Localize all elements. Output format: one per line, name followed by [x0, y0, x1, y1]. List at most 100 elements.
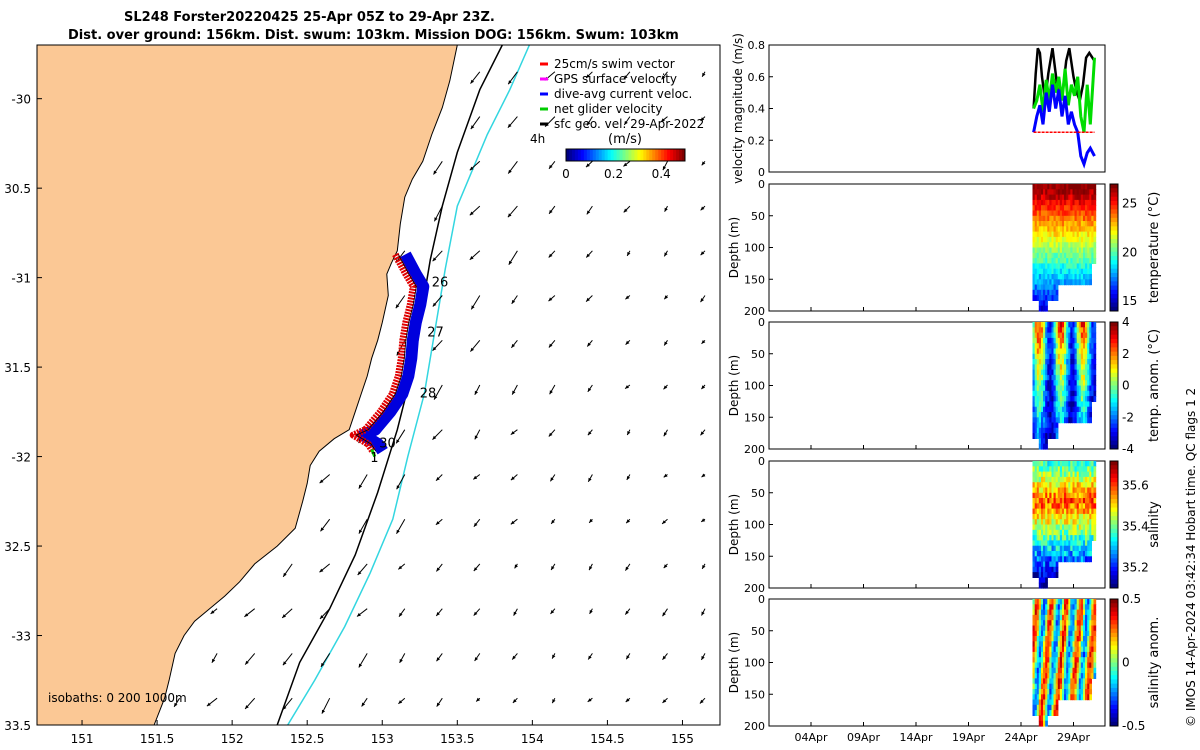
profile-cell: [1032, 374, 1036, 381]
profile-cell: [1043, 556, 1046, 563]
profile-cell: [1053, 199, 1057, 206]
profile-cell: [1093, 461, 1097, 467]
profile-cell: [1036, 417, 1040, 424]
profile-cell: [1034, 636, 1038, 642]
profile-cell: [1083, 646, 1086, 653]
profile-cell: [1078, 390, 1082, 397]
profile-cell: [1045, 566, 1048, 573]
profile-cell: [1083, 380, 1086, 387]
profile-cell: [1085, 252, 1088, 259]
profile-cell: [1080, 258, 1084, 264]
profile-cell: [1051, 353, 1055, 360]
profile-cell: [1053, 184, 1057, 190]
profile-cell: [1047, 689, 1050, 695]
profile-cell: [1053, 641, 1057, 648]
profile-cell: [1047, 492, 1050, 499]
profile-cell: [1047, 210, 1050, 217]
profile-cell: [1072, 401, 1076, 408]
profile-cell: [1049, 487, 1052, 494]
profile-cell: [1041, 380, 1044, 387]
profile-colorbar-segment: [1110, 632, 1118, 638]
profile-cell: [1051, 327, 1055, 334]
geo-vector-head: [548, 253, 553, 258]
profile-cell: [1066, 599, 1069, 605]
profile-cell: [1051, 614, 1055, 621]
profile-cell: [1066, 519, 1069, 526]
profile-cell: [1070, 369, 1073, 376]
geo-vector-head: [473, 522, 478, 527]
profile-cell: [1093, 396, 1097, 402]
profile-cell: [1055, 279, 1059, 286]
profile-cell: [1087, 221, 1090, 227]
geo-vector-head: [586, 210, 591, 215]
profile-cell: [1047, 268, 1050, 275]
profile-cell: [1070, 353, 1073, 360]
profile-cell: [1066, 390, 1069, 397]
isobath-1000m-line: [287, 45, 531, 725]
profile-cell: [1057, 667, 1061, 674]
profile-cell: [1070, 620, 1073, 627]
profile-cell: [1070, 364, 1073, 371]
day-label: 1: [370, 451, 378, 466]
profile-cell: [1032, 215, 1036, 222]
profile-cell: [1043, 508, 1046, 515]
profile-cell: [1066, 604, 1069, 611]
profile-cell: [1080, 353, 1084, 360]
profile-cell: [1068, 683, 1071, 690]
profile-cell: [1076, 662, 1080, 669]
profile-cell: [1057, 683, 1061, 690]
profile-cell: [1055, 337, 1059, 344]
profile-cell: [1074, 210, 1078, 217]
x-tick-label: 153.5: [440, 732, 474, 746]
profile-cell: [1076, 215, 1080, 222]
profile-cell: [1036, 194, 1040, 201]
profile-cell: [1034, 374, 1038, 381]
profile-cell: [1068, 390, 1071, 397]
profile-cell: [1085, 226, 1088, 233]
profile-cell: [1089, 252, 1092, 259]
profile-cell: [1083, 247, 1086, 254]
profile-cell: [1074, 353, 1078, 360]
profile-cell: [1085, 364, 1088, 371]
profile-cell: [1047, 519, 1050, 526]
profile-cell: [1091, 508, 1094, 515]
depth-tick-label: 200: [744, 305, 765, 318]
profile-cell: [1064, 412, 1067, 418]
profile-cell: [1053, 614, 1057, 621]
geo-vector-head: [701, 385, 706, 390]
profile-cell: [1036, 535, 1040, 541]
profile-cell: [1034, 689, 1038, 695]
profile-cell: [1091, 374, 1094, 381]
profile-cell: [1085, 369, 1088, 376]
profile-colorbar-segment: [1110, 281, 1118, 287]
profile-cell: [1078, 417, 1082, 424]
profile-cell: [1091, 630, 1094, 637]
profile-cell: [1083, 476, 1086, 483]
profile-cell: [1059, 396, 1063, 402]
profile-cell: [1072, 625, 1076, 632]
profile-cell: [1087, 348, 1090, 355]
profile-cell: [1091, 471, 1094, 478]
profile-cell: [1038, 651, 1042, 658]
profile-cell: [1053, 412, 1057, 418]
profile-cell: [1043, 641, 1046, 648]
depth-axis-label: Depth (m): [727, 632, 741, 693]
profile-cell: [1093, 630, 1097, 637]
profile-cell: [1036, 369, 1040, 376]
profile-colorbar-segment: [1110, 364, 1118, 370]
geo-vector-head: [626, 655, 630, 660]
profile-cell: [1038, 657, 1042, 664]
profile-colorbar-tick-label: -4: [1122, 442, 1134, 456]
profile-cell: [1080, 683, 1084, 690]
profile-colorbar-frame: [1109, 183, 1119, 312]
depth-tick-label: 50: [751, 487, 765, 500]
profile-cell: [1087, 205, 1090, 212]
profile-cell: [1034, 572, 1038, 578]
profile-cell: [1041, 657, 1044, 664]
profile-cell: [1034, 184, 1038, 190]
profile-cell: [1041, 215, 1044, 222]
profile-cell: [1066, 551, 1069, 557]
profile-cell: [1041, 274, 1044, 280]
profile-cell: [1036, 284, 1040, 291]
profile-colorbar-segment: [1110, 255, 1118, 261]
